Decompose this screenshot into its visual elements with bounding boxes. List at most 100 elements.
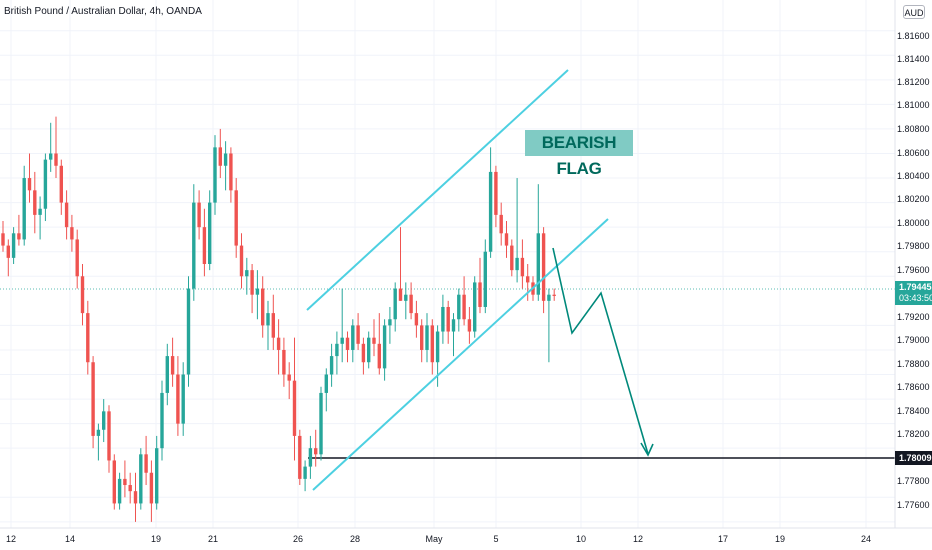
candle-body: [340, 337, 344, 344]
date-tick: 10: [575, 534, 587, 544]
candle-body: [377, 343, 381, 369]
candle-body: [149, 472, 154, 504]
price-tick: 1.80600: [897, 148, 930, 158]
candle-body: [478, 282, 482, 307]
candle-body: [1, 233, 5, 246]
candle-body: [308, 448, 313, 467]
candle-body: [165, 356, 169, 393]
candle-body: [319, 392, 323, 455]
price-tick: 1.78800: [897, 359, 930, 369]
candle-body: [356, 325, 360, 344]
candle-body: [107, 411, 111, 461]
candle-body: [483, 251, 487, 307]
candle-body: [22, 178, 26, 240]
candle-body: [6, 245, 10, 258]
candle-body: [223, 153, 228, 166]
candle-body: [298, 435, 302, 479]
candle-body: [425, 325, 429, 350]
candle-countdown: 03:43:50: [899, 293, 932, 303]
candle-body: [414, 313, 419, 326]
price-tick: 1.79800: [897, 241, 930, 251]
candle-body: [75, 239, 79, 277]
candle-body: [335, 343, 339, 357]
flag-channel-upper[interactable]: [306, 69, 569, 311]
candle-body: [213, 147, 217, 203]
candle-body: [351, 325, 355, 350]
candle-body: [59, 165, 63, 203]
price-tick: 1.77800: [897, 476, 930, 486]
candle-body: [202, 227, 207, 264]
candle-body: [27, 178, 32, 191]
candle-body: [441, 306, 445, 332]
candle-body: [515, 257, 519, 271]
candle-body: [128, 485, 132, 492]
candle-body: [96, 429, 101, 436]
price-tick: 1.80800: [897, 124, 930, 134]
candlestick-series: [1, 116, 556, 522]
current-price-value: 1.79445: [899, 282, 932, 292]
chart-grid: [0, 0, 895, 528]
candle-body: [488, 171, 493, 252]
date-tick: 12: [632, 534, 644, 544]
candle-body: [520, 257, 525, 277]
candle-body: [181, 374, 185, 424]
candle-body: [266, 313, 270, 326]
price-tick: 1.78600: [897, 382, 930, 392]
candle-body: [393, 288, 397, 320]
candle-body: [467, 319, 472, 332]
candle-body: [160, 392, 164, 449]
candle-body: [504, 233, 509, 246]
candle-body: [86, 313, 90, 363]
price-tick: 1.77600: [897, 500, 930, 510]
date-tick: 19: [150, 534, 162, 544]
candle-body: [435, 331, 440, 363]
projection-arrowhead: [640, 442, 654, 457]
candle-body: [176, 374, 180, 424]
candle-body: [250, 270, 254, 295]
candle-body: [324, 374, 328, 393]
candle-body: [462, 294, 466, 320]
candle-body: [17, 233, 21, 240]
price-tick: 1.81600: [897, 31, 930, 41]
date-tick: 28: [349, 534, 361, 544]
candle-body: [276, 337, 281, 350]
candle-body: [234, 190, 238, 246]
date-tick: 14: [64, 534, 76, 544]
price-tick: 1.79000: [897, 335, 930, 345]
candle-body: [239, 245, 244, 277]
candle-body: [382, 325, 387, 369]
currency-button[interactable]: AUD: [903, 5, 925, 19]
symbol-title: British Pound / Australian Dollar, 4h, O…: [4, 6, 202, 17]
candle-body: [430, 325, 434, 363]
candle-body: [292, 380, 297, 436]
candle-body: [261, 288, 265, 326]
candle-body: [526, 276, 530, 283]
candle-body: [541, 233, 546, 301]
candle-body: [208, 202, 212, 264]
candle-body: [499, 214, 503, 234]
candle-body: [314, 448, 318, 455]
candle-body: [404, 294, 408, 301]
candle-body: [329, 356, 334, 375]
candle-body: [123, 478, 127, 486]
candle-body: [155, 448, 159, 504]
candle-body: [64, 202, 69, 228]
candle-body: [70, 227, 74, 240]
candle-body: [473, 282, 477, 332]
candle-body: [303, 466, 307, 479]
candle-body: [510, 245, 514, 271]
date-tick: 12: [5, 534, 17, 544]
candle-body: [457, 294, 461, 320]
flag-channel-lower[interactable]: [312, 218, 609, 491]
price-tick: 1.80400: [897, 171, 930, 181]
candle-body: [494, 171, 498, 215]
bearish-projection-path[interactable]: [552, 247, 649, 455]
candle-body: [245, 270, 249, 277]
candle-body: [170, 356, 175, 375]
candle-body: [54, 153, 58, 166]
bearish-flag-label[interactable]: BEARISH FLAG: [525, 130, 633, 178]
candle-body: [446, 306, 450, 332]
candle-body: [552, 294, 556, 296]
candle-body: [420, 325, 424, 350]
